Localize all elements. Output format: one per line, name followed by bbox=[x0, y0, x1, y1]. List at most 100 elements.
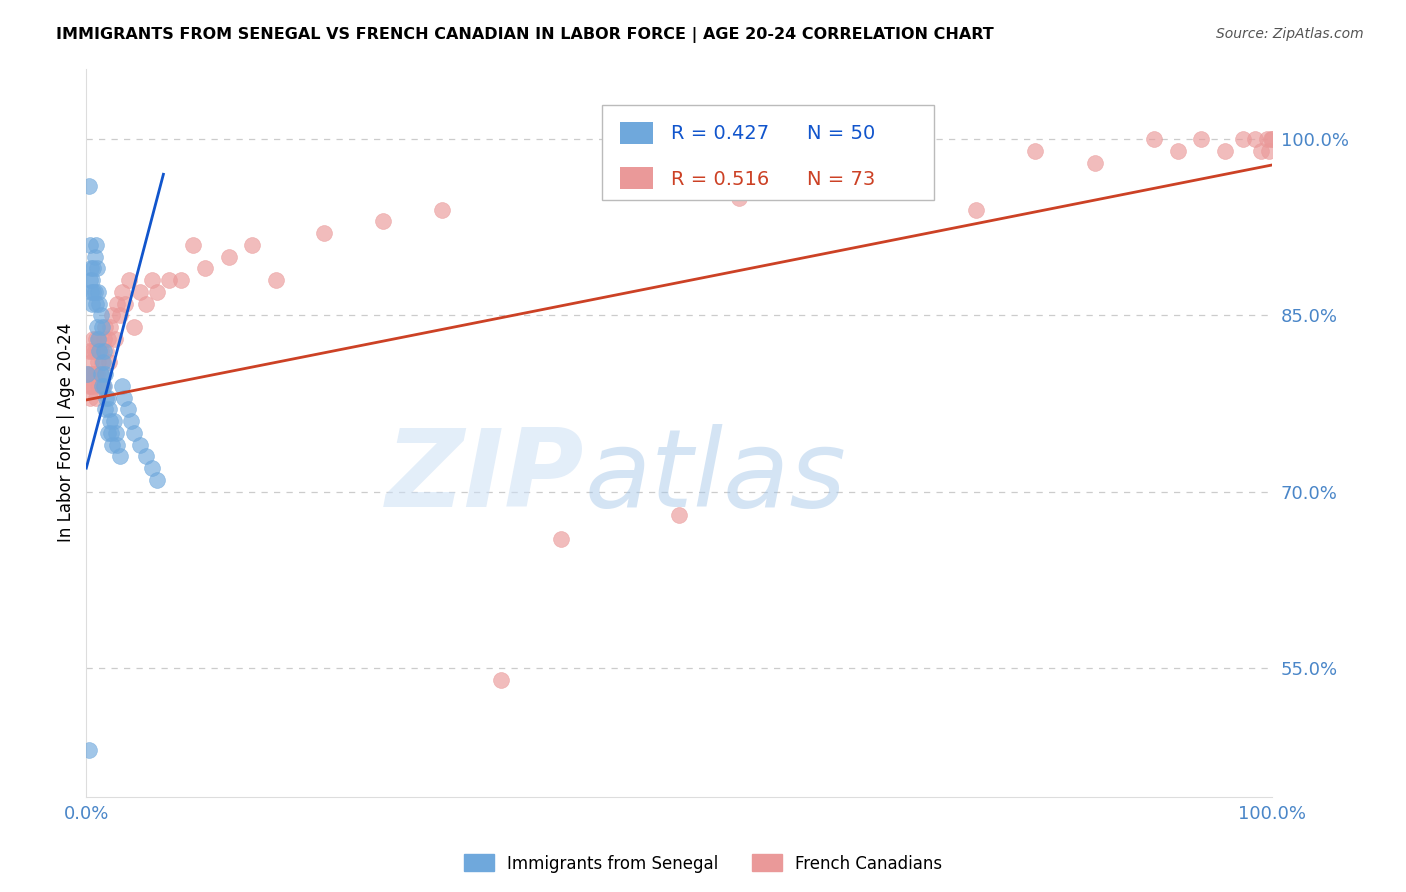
Point bbox=[94, 367, 117, 381]
Text: R = 0.427: R = 0.427 bbox=[671, 124, 769, 144]
Point bbox=[97, 391, 120, 405]
Point bbox=[146, 473, 169, 487]
Point bbox=[93, 379, 115, 393]
Point bbox=[89, 332, 111, 346]
Point bbox=[1213, 144, 1236, 158]
Point bbox=[727, 191, 749, 205]
Point bbox=[82, 296, 104, 310]
FancyBboxPatch shape bbox=[620, 121, 654, 144]
Point bbox=[108, 308, 131, 322]
Point bbox=[84, 296, 107, 310]
Point bbox=[1260, 132, 1282, 146]
Text: ZIP: ZIP bbox=[387, 424, 585, 530]
Point bbox=[371, 214, 394, 228]
Point bbox=[77, 379, 100, 393]
Text: N = 50: N = 50 bbox=[807, 124, 876, 144]
Point bbox=[94, 402, 117, 417]
Point bbox=[77, 343, 100, 358]
Point bbox=[240, 237, 263, 252]
Point bbox=[82, 343, 104, 358]
Point bbox=[491, 673, 513, 687]
Point bbox=[111, 379, 134, 393]
Point bbox=[1143, 132, 1166, 146]
Point bbox=[76, 367, 98, 381]
Point bbox=[79, 367, 101, 381]
Point bbox=[141, 273, 163, 287]
Point bbox=[96, 343, 118, 358]
Point bbox=[96, 391, 118, 405]
Point bbox=[97, 355, 120, 369]
Point bbox=[93, 343, 115, 358]
Point bbox=[89, 343, 111, 358]
Point bbox=[91, 355, 114, 369]
Point bbox=[82, 367, 104, 381]
Point bbox=[135, 450, 157, 464]
Point bbox=[103, 414, 125, 428]
Point bbox=[965, 202, 987, 217]
Point bbox=[194, 261, 217, 276]
Point bbox=[82, 273, 104, 287]
Point bbox=[84, 332, 107, 346]
Point bbox=[105, 296, 128, 310]
Point bbox=[86, 261, 108, 276]
Point bbox=[1232, 132, 1254, 146]
Point bbox=[170, 273, 193, 287]
Point bbox=[89, 367, 111, 381]
Point bbox=[80, 379, 103, 393]
Point bbox=[100, 425, 122, 440]
Point bbox=[77, 179, 100, 194]
Point bbox=[111, 285, 134, 299]
Point bbox=[89, 343, 111, 358]
Point bbox=[1258, 144, 1281, 158]
Point bbox=[86, 367, 108, 381]
Point bbox=[89, 308, 111, 322]
Point bbox=[905, 155, 928, 169]
Point bbox=[97, 425, 120, 440]
Point bbox=[146, 285, 169, 299]
Point bbox=[157, 273, 180, 287]
Point bbox=[101, 308, 124, 322]
Point bbox=[84, 237, 107, 252]
Point bbox=[101, 437, 124, 451]
Point bbox=[87, 285, 110, 299]
Point bbox=[79, 391, 101, 405]
Point bbox=[80, 285, 103, 299]
Point bbox=[94, 320, 117, 334]
Point bbox=[83, 285, 105, 299]
Point bbox=[84, 391, 107, 405]
Point bbox=[97, 402, 120, 417]
Point bbox=[87, 379, 110, 393]
Point bbox=[97, 332, 120, 346]
Point bbox=[86, 320, 108, 334]
Point bbox=[80, 355, 103, 369]
Point bbox=[98, 320, 121, 334]
Point bbox=[83, 367, 105, 381]
Point bbox=[1256, 132, 1278, 146]
Point bbox=[98, 414, 121, 428]
Point bbox=[135, 296, 157, 310]
Point bbox=[87, 355, 110, 369]
Text: R = 0.516: R = 0.516 bbox=[671, 169, 769, 189]
Point bbox=[79, 237, 101, 252]
Point bbox=[1243, 132, 1265, 146]
Point bbox=[264, 273, 287, 287]
Point bbox=[122, 425, 145, 440]
Y-axis label: In Labor Force | Age 20-24: In Labor Force | Age 20-24 bbox=[58, 323, 75, 542]
Point bbox=[90, 379, 112, 393]
Point bbox=[122, 320, 145, 334]
Point bbox=[141, 461, 163, 475]
Point bbox=[846, 167, 869, 181]
Point bbox=[86, 343, 108, 358]
Point bbox=[1083, 155, 1105, 169]
Point bbox=[89, 367, 111, 381]
Point bbox=[105, 437, 128, 451]
Point bbox=[83, 343, 105, 358]
Point bbox=[114, 296, 136, 310]
Point bbox=[104, 425, 127, 440]
FancyBboxPatch shape bbox=[602, 105, 935, 200]
Text: N = 73: N = 73 bbox=[807, 169, 876, 189]
FancyBboxPatch shape bbox=[620, 167, 654, 189]
Point bbox=[1250, 144, 1272, 158]
Point bbox=[668, 508, 690, 522]
Point bbox=[87, 332, 110, 346]
